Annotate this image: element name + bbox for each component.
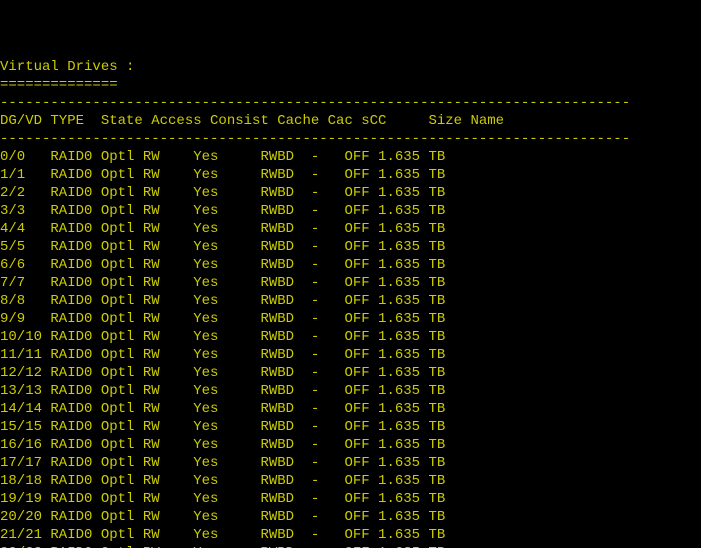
table-row: 21/21 RAID0 Optl RW Yes RWBD - OFF 1.635… [0, 526, 701, 544]
table-row: 20/20 RAID0 Optl RW Yes RWBD - OFF 1.635… [0, 508, 701, 526]
table-row: 22/22 RAID0 Optl RW Yes RWBD - OFF 1.635… [0, 544, 701, 548]
table-row: 15/15 RAID0 Optl RW Yes RWBD - OFF 1.635… [0, 418, 701, 436]
table-row: 8/8 RAID0 Optl RW Yes RWBD - OFF 1.635 T… [0, 292, 701, 310]
table-row: 13/13 RAID0 Optl RW Yes RWBD - OFF 1.635… [0, 382, 701, 400]
table-row: 6/6 RAID0 Optl RW Yes RWBD - OFF 1.635 T… [0, 256, 701, 274]
separator-mid: ----------------------------------------… [0, 130, 701, 148]
terminal-output: Virtual Drives :==============----------… [0, 58, 701, 548]
table-row: 17/17 RAID0 Optl RW Yes RWBD - OFF 1.635… [0, 454, 701, 472]
table-row: 18/18 RAID0 Optl RW Yes RWBD - OFF 1.635… [0, 472, 701, 490]
section-title: Virtual Drives : [0, 58, 701, 76]
table-row: 12/12 RAID0 Optl RW Yes RWBD - OFF 1.635… [0, 364, 701, 382]
table-row: 0/0 RAID0 Optl RW Yes RWBD - OFF 1.635 T… [0, 148, 701, 166]
separator-top: ----------------------------------------… [0, 94, 701, 112]
table-row: 3/3 RAID0 Optl RW Yes RWBD - OFF 1.635 T… [0, 202, 701, 220]
table-row: 1/1 RAID0 Optl RW Yes RWBD - OFF 1.635 T… [0, 166, 701, 184]
table-row: 7/7 RAID0 Optl RW Yes RWBD - OFF 1.635 T… [0, 274, 701, 292]
table-row: 5/5 RAID0 Optl RW Yes RWBD - OFF 1.635 T… [0, 238, 701, 256]
table-row: 10/10 RAID0 Optl RW Yes RWBD - OFF 1.635… [0, 328, 701, 346]
table-row: 11/11 RAID0 Optl RW Yes RWBD - OFF 1.635… [0, 346, 701, 364]
table-header: DG/VD TYPE State Access Consist Cache Ca… [0, 112, 701, 130]
table-row: 14/14 RAID0 Optl RW Yes RWBD - OFF 1.635… [0, 400, 701, 418]
section-title-underline: ============== [0, 76, 701, 94]
table-row: 2/2 RAID0 Optl RW Yes RWBD - OFF 1.635 T… [0, 184, 701, 202]
table-row: 9/9 RAID0 Optl RW Yes RWBD - OFF 1.635 T… [0, 310, 701, 328]
table-row: 16/16 RAID0 Optl RW Yes RWBD - OFF 1.635… [0, 436, 701, 454]
table-row: 19/19 RAID0 Optl RW Yes RWBD - OFF 1.635… [0, 490, 701, 508]
table-row: 4/4 RAID0 Optl RW Yes RWBD - OFF 1.635 T… [0, 220, 701, 238]
